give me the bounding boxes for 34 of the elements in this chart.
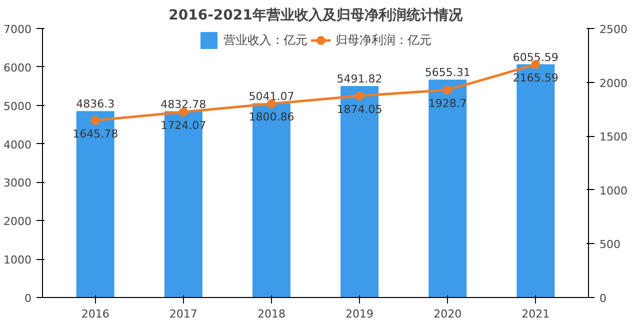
y-tick-label: 1000 — [4, 254, 32, 267]
legend-label: 归母净利润：亿元 — [336, 32, 432, 48]
y-tick-label: 0 — [24, 292, 32, 305]
point — [90, 116, 100, 125]
y2-tick-label: 1000 — [600, 184, 628, 198]
y-tick-label: 2000 — [4, 215, 32, 228]
y-tick-label: 7000 — [4, 23, 32, 36]
y2-tick-label: 2500 — [600, 23, 628, 36]
x-tick-label: 2016 — [81, 308, 110, 320]
bar — [428, 80, 467, 298]
y2-tick-label: 1500 — [600, 130, 628, 144]
point — [443, 85, 452, 94]
chart-title: 2016-2021年营业收入及归母净利润统计情况 — [168, 6, 464, 24]
x-tick-label: 2021 — [522, 308, 550, 320]
y2-tick-label: 0 — [600, 292, 606, 305]
data-label: 4836.3 — [76, 98, 115, 111]
y2-tick-label: 2000 — [600, 76, 628, 90]
y-tick-label: 4000 — [4, 138, 32, 152]
y2-tick-label: 500 — [600, 238, 620, 252]
x-tick-label: 2018 — [257, 308, 286, 320]
data-label: 5041.07 — [248, 90, 294, 103]
y-tick-label: 3000 — [4, 176, 32, 190]
legend-label: 营业收入：亿元 — [224, 32, 308, 48]
data-label: 5491.82 — [336, 72, 382, 86]
data-label: 5655.31 — [424, 66, 470, 80]
x-tick-label: 2020 — [434, 308, 462, 320]
x-tick-label: 2019 — [346, 308, 374, 320]
data-label: 6055.59 — [512, 50, 558, 64]
y-tick-label: 5000 — [4, 100, 32, 113]
data-label: 4832.78 — [160, 98, 206, 111]
point — [355, 91, 364, 100]
data-label: 1928.7 — [428, 96, 467, 110]
x-tick-label: 2017 — [169, 308, 198, 320]
y-tick-label: 6000 — [4, 61, 32, 74]
